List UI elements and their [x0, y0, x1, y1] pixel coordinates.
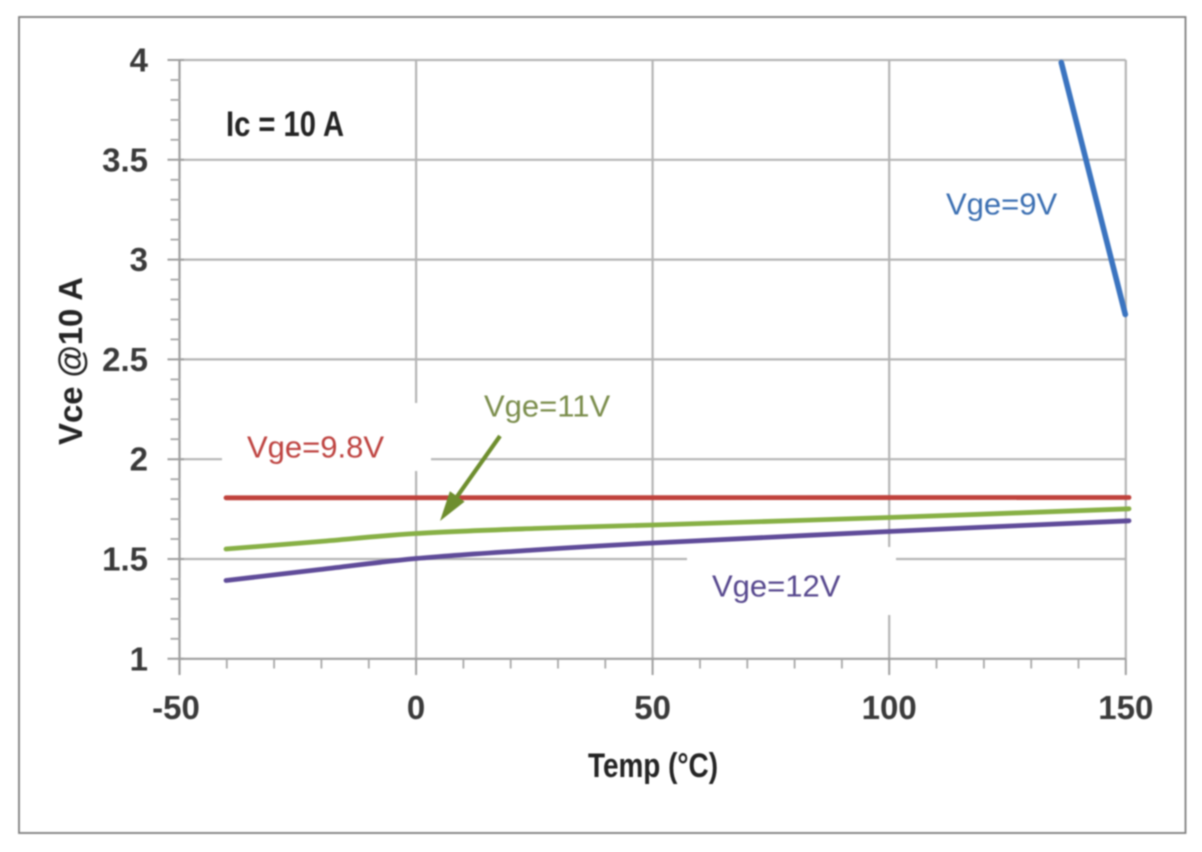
svg-text:Vge=11V: Vge=11V [484, 389, 610, 424]
svg-text:3.5: 3.5 [102, 141, 148, 178]
svg-text:50: 50 [634, 689, 671, 726]
svg-text:Vce @10 A: Vce @10 A [52, 277, 89, 445]
svg-text:Vge=9V: Vge=9V [946, 187, 1058, 222]
svg-text:2.5: 2.5 [102, 341, 148, 378]
svg-text:100: 100 [862, 689, 917, 726]
svg-text:4: 4 [130, 42, 149, 79]
svg-text:0: 0 [407, 689, 425, 726]
svg-text:Vge=12V: Vge=12V [712, 569, 841, 604]
svg-text:2: 2 [130, 441, 148, 478]
svg-text:Vge=9.8V: Vge=9.8V [247, 430, 384, 465]
svg-text:1.5: 1.5 [102, 541, 148, 578]
svg-text:Temp (°C): Temp (°C) [588, 747, 718, 785]
svg-text:-50: -50 [152, 689, 200, 726]
svg-text:3: 3 [130, 241, 148, 278]
svg-text:Ic = 10 A: Ic = 10 A [226, 105, 344, 144]
svg-text:150: 150 [1098, 689, 1153, 726]
svg-text:1: 1 [130, 640, 148, 677]
